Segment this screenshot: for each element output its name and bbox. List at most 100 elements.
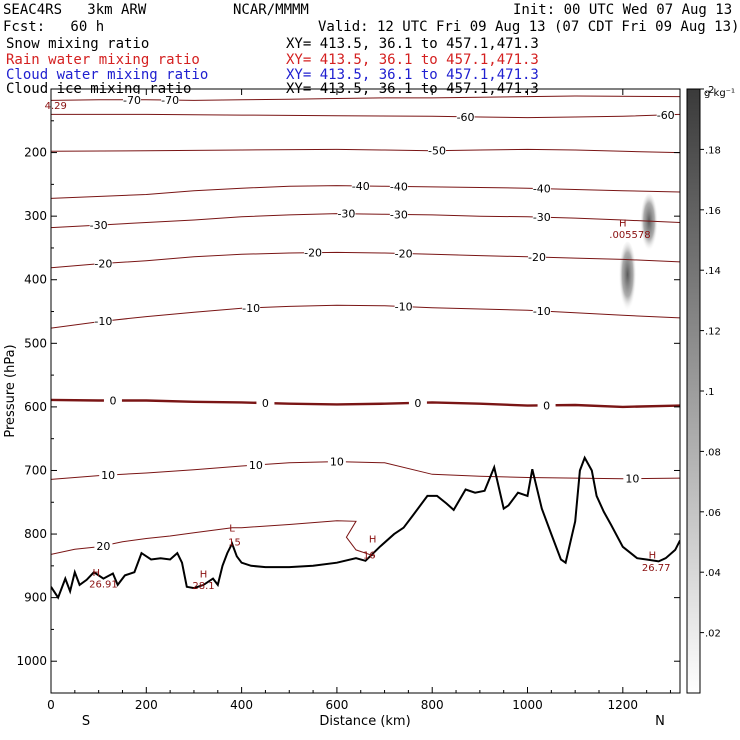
plot-frame <box>50 88 681 694</box>
contour-label-bg <box>623 472 642 485</box>
contour-label-bg <box>532 305 551 318</box>
annotation-28.1: 28.1 <box>192 581 214 592</box>
colorbar-ticks: .02 .04 .06 .08 .1 .12 .14 .16 .18 .2 <box>700 85 721 640</box>
contour-label--70: -70 <box>161 94 179 107</box>
terrain-line <box>51 455 680 600</box>
colorbar <box>686 88 701 694</box>
colorbar-tick-label-.2: .2 <box>705 85 715 96</box>
init-time: Init: 00 UTC Wed 07 Aug 13 <box>513 2 733 18</box>
colorbar-tick-label-.02: .02 <box>705 629 721 640</box>
y-tick-label-300: 300 <box>24 209 47 223</box>
x-tick-label-0: 0 <box>47 698 55 712</box>
x-tick-label-400: 400 <box>230 698 253 712</box>
contour-label-bg <box>456 110 475 123</box>
contour-label-bg <box>94 539 113 552</box>
contour-label--40: -40 <box>390 180 408 193</box>
y-tick-label-900: 900 <box>24 591 47 605</box>
x-axis-label: Distance (km) <box>319 714 410 729</box>
contour-line--30 <box>51 213 680 229</box>
contour-label--40: -40 <box>533 183 551 196</box>
contour-line--20 <box>51 251 680 269</box>
contour-label--10: -10 <box>242 302 260 315</box>
y-tick-label-700: 700 <box>24 463 47 477</box>
terrain <box>51 455 680 600</box>
temperature-contours: -70 -70 -60 -60 -50 -40 -40 -40 -30 -30 -30 -30 -20 -… <box>51 93 680 557</box>
contour-label-bg <box>327 455 346 468</box>
contour-line--40 <box>51 185 680 199</box>
contour-label-0: 0 <box>109 395 116 408</box>
x-tick-label-800: 800 <box>421 698 444 712</box>
x-tick-label-600: 600 <box>325 698 348 712</box>
y-tick-label-200: 200 <box>24 146 47 160</box>
field-rain-name: Rain water mixing ratio <box>6 52 200 68</box>
contour-label-10: 10 <box>101 469 115 482</box>
contour-line--50 <box>51 148 680 154</box>
contour-label-bg <box>337 207 356 220</box>
annotation-.005578: .005578 <box>609 230 650 241</box>
contour-line-10 <box>51 461 680 480</box>
contour-label-bg <box>408 396 427 409</box>
contour-label-10: 10 <box>330 456 344 469</box>
colorbar-tick-label-.08: .08 <box>705 447 721 458</box>
contour-label-bg <box>304 246 323 259</box>
field-rain-xy: XY= 413.5, 36.1 to 457.1,471.3 <box>286 52 539 68</box>
field-cloudwater-xy: XY= 413.5, 36.1 to 457.1,471.3 <box>286 67 539 83</box>
contour-label--40: -40 <box>352 180 370 193</box>
contour-label-bg <box>103 394 122 407</box>
contour-label-bg <box>351 179 370 192</box>
x-end-label-left: S <box>82 714 90 729</box>
contour-label-0: 0 <box>414 397 421 410</box>
contour-label--20: -20 <box>395 248 413 261</box>
colorbar-tick-label-.18: .18 <box>705 145 721 156</box>
annotation-16: 16 <box>363 550 376 561</box>
annotation-15: 15 <box>228 538 241 549</box>
contour-label-0: 0 <box>543 399 550 412</box>
y-axis-label: Pressure (hPa) <box>3 344 18 437</box>
colorbar-tick-label-.04: .04 <box>705 568 721 579</box>
contour-label-bg <box>242 301 261 314</box>
contour-label--20: -20 <box>94 258 112 271</box>
contour-line--70 <box>51 95 680 101</box>
contour-line--60 <box>51 113 680 119</box>
center-label: NCAR/MMMM <box>233 2 309 18</box>
contour-label-20: 20 <box>96 540 110 553</box>
contour-label-bg <box>99 469 118 482</box>
contour-line-0 <box>51 398 680 409</box>
colorbar-unit: g kg⁻¹ <box>704 88 735 99</box>
contour-label-bg <box>532 182 551 195</box>
contour-label--60: -60 <box>657 109 675 122</box>
contour-label-bg <box>246 459 265 472</box>
x-tick-label-200: 200 <box>135 698 158 712</box>
annotation-26.91: 26.91 <box>89 580 118 591</box>
annotation-H: H <box>649 550 657 561</box>
contour-label-bg <box>394 300 413 313</box>
colorbar-tick-label-.16: .16 <box>705 206 721 217</box>
contour-label-bg <box>256 397 275 410</box>
colorbar-tick-label-.06: .06 <box>705 508 721 519</box>
colorbar-tick-label-.1: .1 <box>705 387 715 398</box>
annotation-H: H <box>200 569 208 580</box>
colorbar-tick-label-.14: .14 <box>705 266 721 277</box>
field-snow-name: Snow mixing ratio <box>6 36 150 52</box>
mixing-ratio-blob-2 <box>640 193 659 255</box>
contour-label--30: -30 <box>533 211 551 224</box>
contour-label-0: 0 <box>262 397 269 410</box>
contour-label--60: -60 <box>457 111 475 124</box>
contour-label-10: 10 <box>625 473 639 486</box>
y-tick-label-500: 500 <box>24 336 47 350</box>
y-tick-label-600: 600 <box>24 400 47 414</box>
annotation-4.29: 4.29 <box>45 101 67 112</box>
contour-label-bg <box>394 247 413 260</box>
contour-label-bg <box>389 208 408 221</box>
contour-label--20: -20 <box>528 251 546 264</box>
x-tick-label-1000: 1000 <box>512 698 543 712</box>
contour-label-10: 10 <box>249 459 263 472</box>
contour-label-bg <box>123 93 142 106</box>
contour-label--20: -20 <box>304 247 322 260</box>
annotation-H: H <box>93 568 101 579</box>
contour-label-bg <box>528 251 547 264</box>
valid-time: Valid: 12 UTC Fri 09 Aug 13 (07 CDT Fri … <box>318 19 740 35</box>
contour-label--30: -30 <box>90 219 108 232</box>
